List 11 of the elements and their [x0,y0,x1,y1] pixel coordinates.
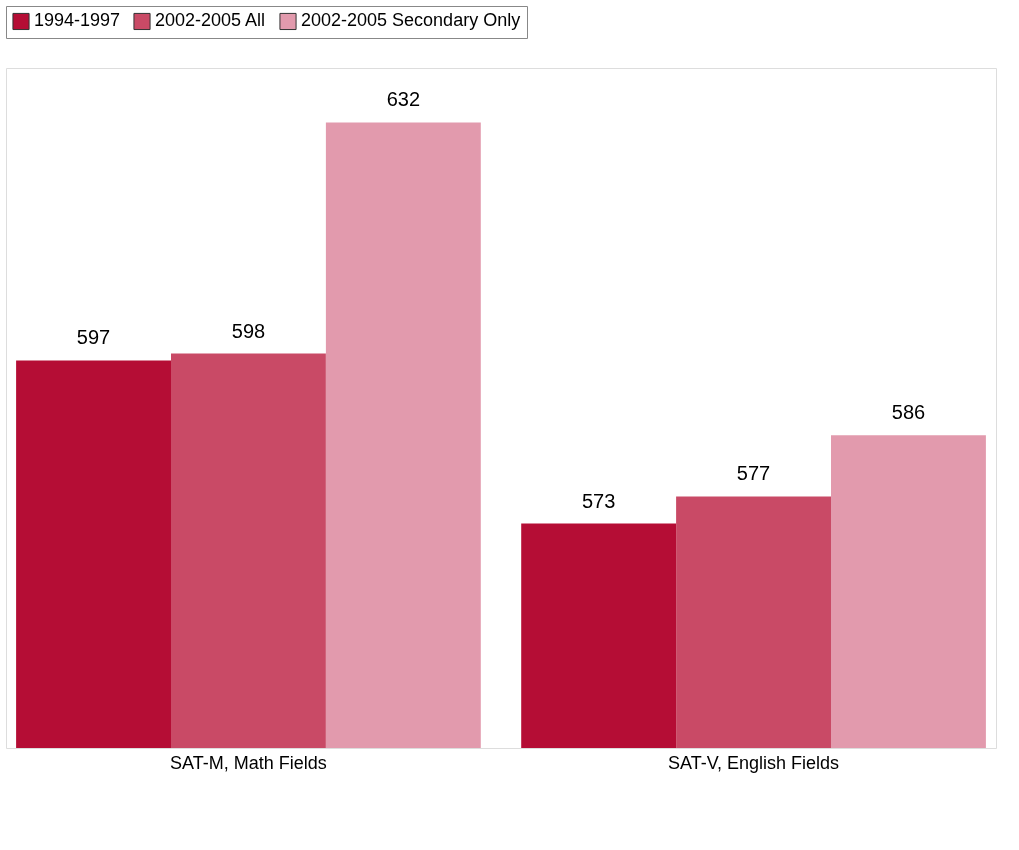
x-tick-label: SAT-V, English Fields [668,752,840,773]
x-tick-label: SAT-M, Math Fields [170,752,327,773]
data-label: 577 [736,462,771,485]
legend-label: 1994-1997 [34,10,121,31]
data-label: 598 [231,319,266,342]
data-label: 632 [386,88,421,111]
legend-label: 2002-2005 Secondary Only [301,10,521,31]
data-label: 573 [581,489,616,512]
legend-label: 2002-2005 All [155,10,266,31]
data-label: 586 [891,401,926,424]
data-label: 597 [76,326,111,349]
